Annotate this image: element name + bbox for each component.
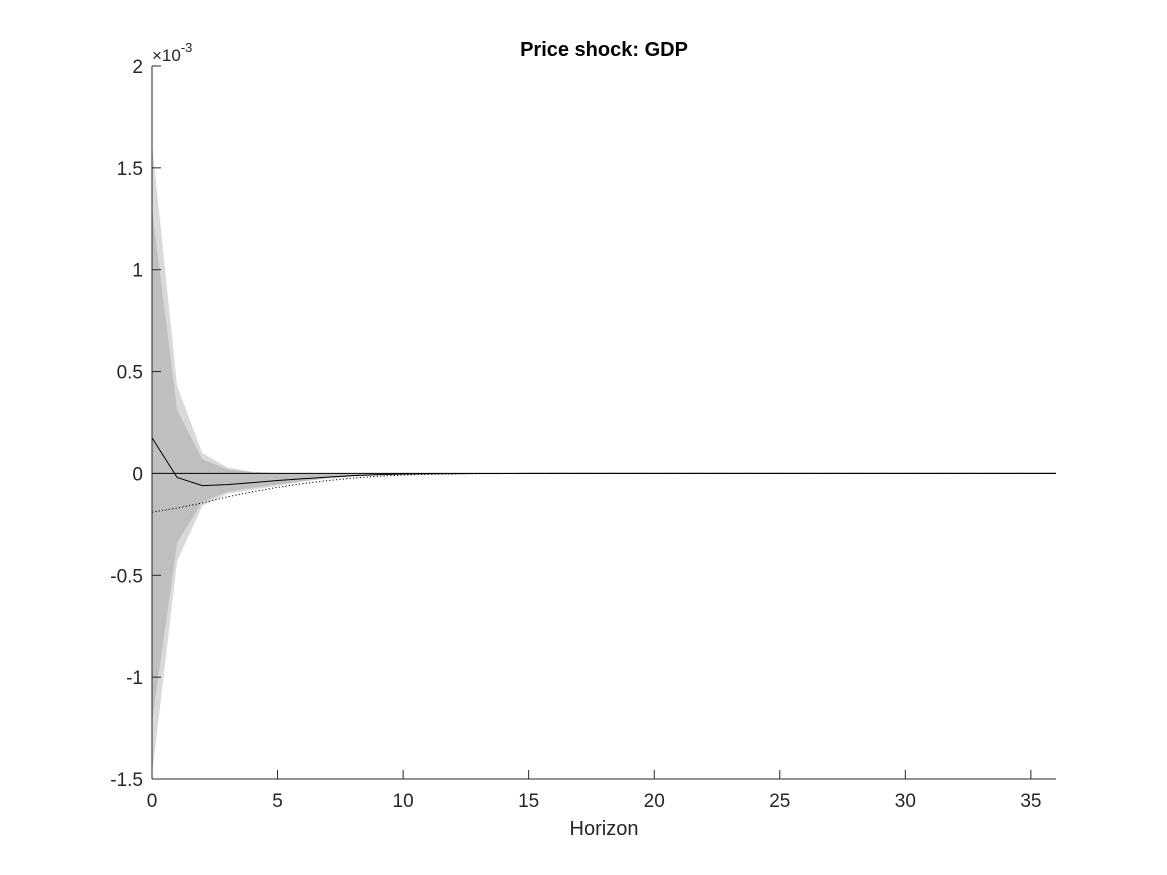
x-tick-label: 0	[147, 791, 158, 812]
x-tick-label: 20	[644, 791, 665, 812]
x-tick-label: 10	[393, 791, 414, 812]
y-tick-label: -1.5	[110, 770, 143, 791]
y-tick-label: 2	[132, 57, 143, 78]
y-tick-label: 0	[132, 464, 143, 485]
series-solid-line	[151, 437, 1056, 487]
y-axis-exponent-base: ×10	[152, 46, 181, 65]
x-tick-label: 25	[769, 791, 790, 812]
y-tick-label: 0.5	[117, 363, 143, 384]
x-tick-label: 35	[1020, 791, 1041, 812]
series-dotted-line	[151, 472, 1056, 513]
chart-title: Price shock: GDP	[520, 39, 688, 61]
y-tick-label: 1	[132, 261, 143, 282]
y-tick-label: -0.5	[110, 566, 143, 587]
x-tick-label: 5	[272, 791, 283, 812]
axes: 0 5 10 15 20 25 30 35 -1.5 -1 -0.5 0 0.5 1 1.5 2	[110, 57, 1056, 812]
x-axis-label: Horizon	[570, 818, 639, 840]
confidence-bands	[152, 143, 1056, 775]
y-tick-label: -1	[126, 668, 143, 689]
band-inner	[152, 208, 1056, 722]
y-tick-label: 1.5	[117, 159, 143, 180]
x-tick-label: 15	[518, 791, 539, 812]
y-axis-exponent: ×10-3	[152, 40, 192, 65]
band-outer	[152, 143, 1056, 775]
y-axis-exponent-power: -3	[181, 40, 193, 55]
x-tick-label: 30	[895, 791, 916, 812]
response-lines	[151, 437, 1056, 513]
